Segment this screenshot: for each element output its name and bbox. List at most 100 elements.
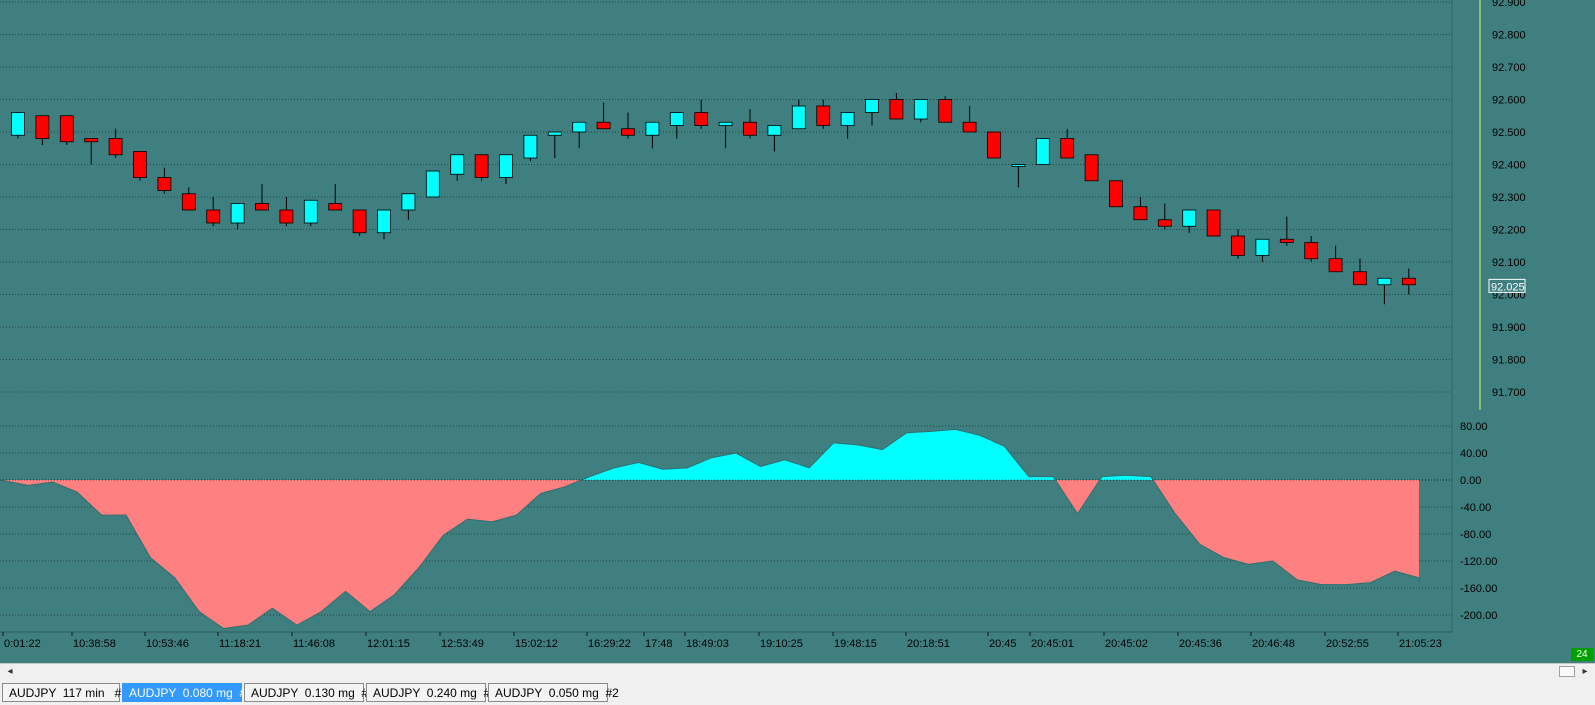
bear-candle: [962, 121, 977, 133]
time-tick-label: 12:01:15: [367, 638, 410, 650]
osc-tick-label: -120.00: [1460, 556, 1497, 568]
bear-candle: [889, 99, 904, 120]
bull-candle: [645, 121, 660, 136]
time-tick-label: 20:45:02: [1105, 638, 1148, 650]
time-tick-label: 16:29:22: [588, 638, 631, 650]
bull-candle: [718, 121, 733, 126]
bear-candle: [279, 209, 294, 224]
time-tick-label: 20:18:51: [907, 638, 950, 650]
bear-candle: [133, 151, 147, 178]
scroll-right-arrow-icon[interactable]: ▸: [1582, 666, 1588, 677]
chart-tab-3[interactable]: AUDJPY 0.080 mg #3: [122, 683, 253, 702]
time-tick-label: 0:01:22: [4, 638, 41, 650]
bear-candle: [938, 99, 953, 123]
time-tick-label: 11:46:08: [293, 638, 335, 650]
osc-tick-label: -160.00: [1460, 583, 1497, 595]
scrollbar-thumb[interactable]: [1559, 666, 1575, 677]
bull-candle: [669, 112, 684, 126]
bear-candle: [328, 203, 343, 211]
oscillator-line: [0, 428, 1420, 630]
bear-candle: [1109, 180, 1123, 208]
bear-candle: [987, 131, 1001, 159]
scroll-left-arrow-icon[interactable]: ◂: [7, 666, 13, 677]
price-tick-label: 92.700: [1492, 62, 1526, 74]
bear-candle: [1304, 242, 1319, 260]
osc-tick-label: 0.00: [1460, 475, 1481, 487]
time-tick-label: 20:52:55: [1326, 638, 1369, 650]
bull-candle: [547, 131, 562, 136]
current-price-box: [1488, 278, 1526, 293]
price-tick-label: 91.900: [1492, 322, 1526, 334]
bull-candle: [425, 170, 440, 198]
bear-candle: [474, 154, 489, 178]
price-tick-label: 92.200: [1492, 225, 1526, 237]
bear-candle: [181, 193, 196, 211]
bull-candle: [11, 112, 25, 136]
bull-candle: [1377, 277, 1392, 286]
osc-tick-label: -80.00: [1460, 529, 1491, 541]
bull-candle: [1182, 209, 1197, 227]
bull-candle: [572, 121, 587, 133]
bull-candle: [450, 154, 465, 175]
time-tick-label: 20:45: [989, 638, 1017, 650]
bear-candle: [621, 128, 635, 136]
time-tick-label: 15:02:12: [515, 638, 558, 650]
chart-tab-2[interactable]: AUDJPY 0.050 mg #2: [488, 683, 619, 702]
chart-window[interactable]: 92.900 92.800 92.700 92.600 92.500 92.400 92.3…: [0, 0, 1595, 663]
bull-candle: [377, 209, 391, 234]
time-tick-label: 11:18:21: [219, 638, 261, 650]
bear-candle: [596, 121, 611, 130]
chart-canvas[interactable]: 92.900 92.800 92.700 92.600 92.500 92.400 92.3…: [0, 0, 1595, 663]
bear-candle: [1353, 271, 1367, 286]
bull-candle: [303, 199, 318, 224]
bear-candle: [59, 115, 74, 143]
bear-candle: [157, 177, 172, 191]
osc-tick-label: 80.00: [1460, 421, 1488, 433]
oscillator-negative-area: [0, 480, 1420, 629]
bear-candle: [1328, 258, 1343, 273]
time-tick-label: 20:46:48: [1252, 638, 1295, 650]
bear-candle: [108, 138, 123, 156]
bull-candle: [230, 203, 245, 224]
price-tick-label: 92.800: [1492, 30, 1526, 42]
bear-candle: [1060, 138, 1075, 159]
chart-tab-5[interactable]: AUDJPY 0.240 mg #5: [366, 683, 497, 702]
time-tick-label: 10:53:46: [146, 638, 189, 650]
price-tick-label: 92.500: [1492, 127, 1526, 139]
current-price-label: 92.025: [1491, 281, 1525, 293]
bear-candle: [1133, 206, 1148, 221]
bear-candle: [1206, 209, 1221, 237]
bull-candle: [499, 154, 513, 178]
bear-candle: [206, 209, 221, 224]
chart-tab-4[interactable]: AUDJPY 0.130 mg #4: [244, 683, 375, 702]
bear-candle: [84, 138, 99, 143]
bull-candle: [523, 134, 538, 159]
bear-candle: [743, 121, 757, 136]
bull-candle: [791, 105, 806, 130]
bar-counter-badge: 24: [1571, 648, 1593, 661]
bear-candle: [694, 112, 709, 126]
time-tick-label: 20:45:01: [1031, 638, 1074, 650]
bull-candle: [767, 125, 782, 136]
chart-tab-1[interactable]: AUDJPY 117 min #1: [2, 683, 128, 702]
time-tick-label: 21:05:23: [1399, 638, 1442, 650]
bull-candle: [865, 99, 879, 113]
price-tick-label: 92.300: [1492, 192, 1526, 204]
price-tick-label: 91.700: [1492, 387, 1526, 399]
price-tick-label: 92.600: [1492, 95, 1526, 107]
bear-candle: [1279, 238, 1294, 243]
time-tick-label: 20:45:36: [1179, 638, 1222, 650]
bear-candle: [816, 105, 831, 126]
bear-candle: [1084, 154, 1099, 182]
bull-candle: [913, 99, 928, 120]
bull-candle: [1011, 164, 1026, 167]
bear-candle: [1401, 277, 1416, 286]
time-tick-label: 19:10:25: [760, 638, 803, 650]
bear-candle: [352, 209, 367, 234]
price-tick-label: 92.900: [1492, 0, 1526, 9]
horizontal-scrollbar[interactable]: ◂ ▸: [0, 663, 1595, 680]
bull-candle: [1255, 238, 1270, 256]
bear-candle: [255, 203, 269, 211]
time-tick-label: 18:49:03: [686, 638, 729, 650]
time-tick-label: 19:48:15: [834, 638, 877, 650]
